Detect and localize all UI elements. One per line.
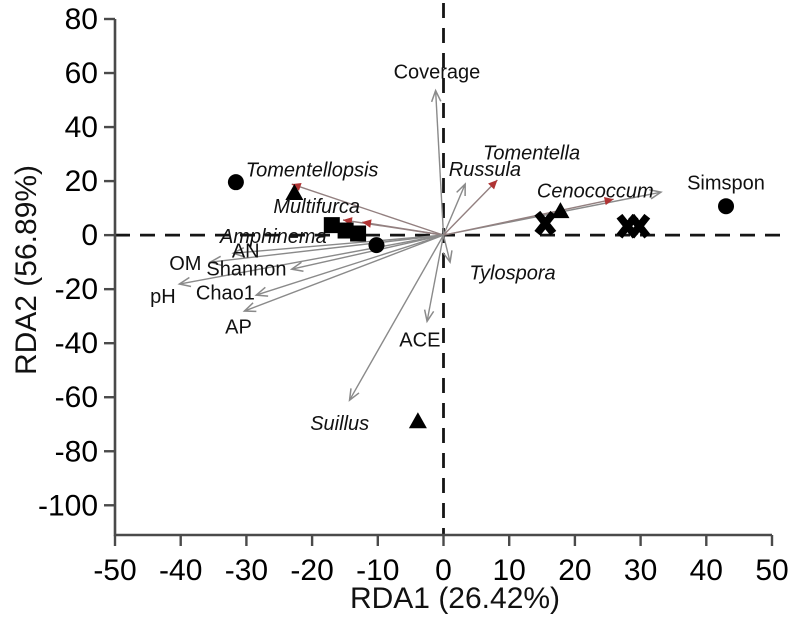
x-tick-label: -30 bbox=[225, 554, 268, 587]
vector-ap bbox=[244, 234, 444, 312]
vector-label-ph: pH bbox=[150, 286, 176, 308]
site-marker-x bbox=[534, 210, 557, 236]
y-tick-label: 60 bbox=[65, 57, 98, 90]
vector-arrowhead bbox=[442, 250, 453, 265]
x-tick-label: -40 bbox=[159, 554, 202, 587]
vector-tomentellopsis bbox=[291, 183, 444, 236]
vector-label-ap: AP bbox=[225, 316, 252, 338]
vector-arrowhead bbox=[254, 286, 269, 297]
vector-arrowhead-red bbox=[362, 219, 372, 228]
y-tick-label: -80 bbox=[55, 435, 98, 468]
vector-label-russula: Russula bbox=[449, 159, 521, 181]
vector-amphinema bbox=[361, 221, 444, 236]
site-marker-circle bbox=[368, 237, 385, 254]
site-marker-triangle bbox=[551, 202, 570, 219]
vector-om bbox=[210, 234, 444, 263]
vector-chao1 bbox=[256, 234, 444, 296]
x-tick-label: 30 bbox=[624, 554, 657, 587]
vector-tylospora bbox=[442, 234, 451, 263]
vector-label-amphinema: Amphinema bbox=[219, 226, 327, 248]
x-tick-label: 0 bbox=[435, 554, 452, 587]
site-marker-triangle bbox=[285, 183, 304, 200]
vector-arrowhead bbox=[649, 189, 663, 200]
x-axis-title: RDA1 (26.42%) bbox=[350, 582, 560, 615]
vector-arrowhead bbox=[242, 302, 257, 313]
x-tick-label: 10 bbox=[493, 554, 526, 587]
x-tick-label: -20 bbox=[290, 554, 333, 587]
vector-label-tylospora: Tylospora bbox=[469, 262, 555, 284]
site-marker-square bbox=[323, 217, 340, 234]
y-axis-title: RDA2 (56.89%) bbox=[10, 165, 43, 375]
vector-russula bbox=[442, 183, 466, 236]
vector-label-ace: ACE bbox=[399, 329, 440, 351]
y-tick-label: 20 bbox=[65, 165, 98, 198]
y-tick-label: 80 bbox=[65, 3, 98, 36]
vector-arrowhead bbox=[348, 388, 360, 402]
vector-ace bbox=[426, 234, 445, 322]
vector-label-chao1: Chao1 bbox=[196, 282, 255, 304]
vector-arrowhead-red bbox=[603, 196, 614, 206]
vector-arrowhead-red bbox=[488, 180, 498, 190]
vector-label-shannon: Shannon bbox=[206, 258, 286, 280]
vector-label-om: OM bbox=[169, 253, 201, 275]
vector-label-an: AN bbox=[232, 240, 260, 262]
vector-suillus bbox=[348, 234, 445, 401]
y-tick-label: -100 bbox=[38, 489, 98, 522]
vector-arrowhead bbox=[289, 261, 304, 272]
site-marker-square bbox=[337, 222, 354, 239]
vector-label-suillus: Suillus bbox=[310, 413, 369, 435]
vector-label-tomentellopsis: Tomentellopsis bbox=[246, 160, 379, 182]
site-marker-square bbox=[350, 225, 367, 242]
site-marker-circle bbox=[718, 198, 735, 215]
x-tick-label: 40 bbox=[690, 554, 723, 587]
vector-arrowhead bbox=[423, 309, 435, 324]
vector-an bbox=[233, 234, 444, 254]
site-marker-circle bbox=[227, 174, 244, 191]
vector-arrowhead bbox=[456, 182, 466, 196]
vector-label-simspon: Simspon bbox=[687, 172, 765, 194]
vector-shannon bbox=[291, 234, 444, 270]
y-tick-label: -60 bbox=[55, 381, 98, 414]
vector-coverage bbox=[434, 90, 445, 236]
vector-arrowhead bbox=[177, 276, 192, 288]
vector-arrowhead bbox=[208, 255, 222, 267]
x-tick-label: -50 bbox=[93, 554, 136, 587]
vector-cenococcum bbox=[443, 198, 614, 236]
vector-ph bbox=[179, 234, 444, 285]
vector-label-multifurca: Multifurca bbox=[273, 196, 360, 218]
y-tick-label: 0 bbox=[81, 219, 98, 252]
vector-label-tomentella: Tomentella bbox=[483, 143, 580, 165]
x-tick-label: -10 bbox=[356, 554, 399, 587]
y-tick-label: -20 bbox=[55, 273, 98, 306]
vector-arrowhead bbox=[231, 247, 245, 258]
site-marker-x bbox=[628, 213, 651, 239]
x-tick-label: 20 bbox=[558, 554, 591, 587]
site-marker-triangle bbox=[408, 412, 427, 429]
y-tick-label: -40 bbox=[55, 327, 98, 360]
vector-label-cenococcum: Cenococcum bbox=[537, 181, 654, 203]
vector-arrowhead bbox=[430, 88, 442, 103]
vector-tomentella bbox=[442, 179, 498, 236]
x-tick-label: 50 bbox=[755, 554, 788, 587]
vector-label-coverage: Coverage bbox=[394, 62, 481, 84]
y-tick-label: 40 bbox=[65, 111, 98, 144]
